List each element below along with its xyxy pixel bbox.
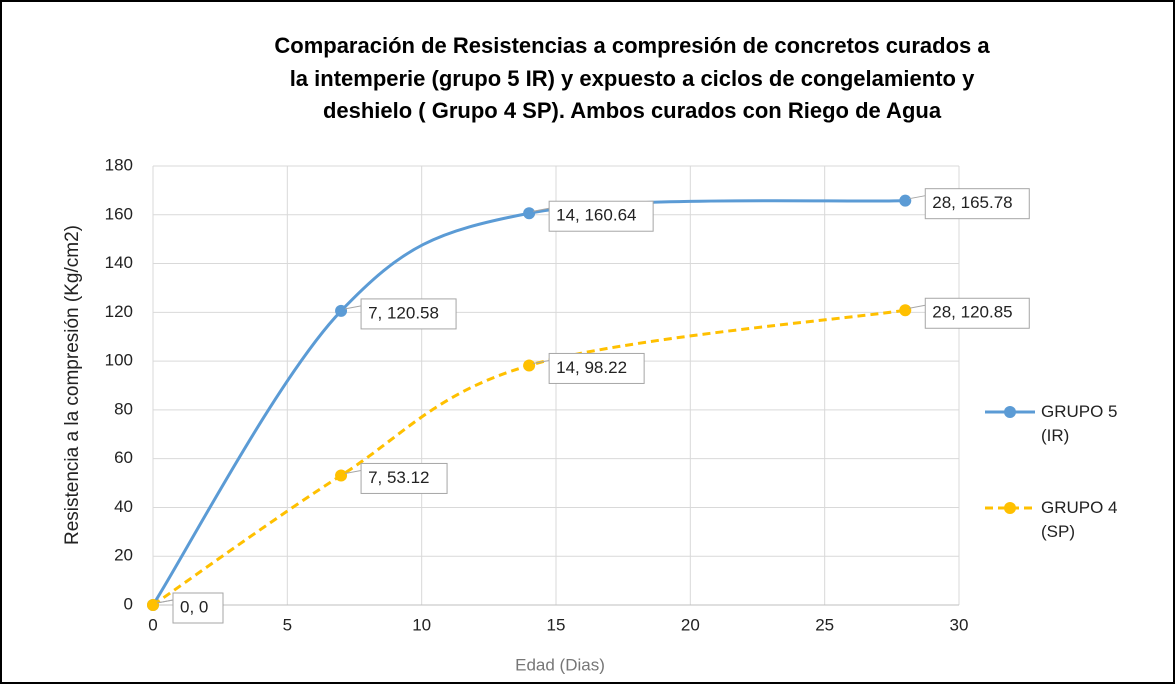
data-label-box [548, 352, 645, 384]
chart-title: la intemperie (grupo 5 IR) y expuesto a … [290, 66, 975, 91]
callout-line [344, 305, 362, 310]
callout-line [909, 195, 926, 200]
data-label: 28, 165.78 [932, 193, 1012, 212]
data-point [335, 304, 348, 317]
x-tick-label: 10 [412, 615, 431, 634]
x-tick-label: 0 [148, 615, 157, 634]
x-axis-title: Edad (Dias) [515, 655, 605, 674]
x-tick-label: 15 [547, 615, 566, 634]
data-point [523, 359, 536, 372]
chart-title: deshielo ( Grupo 4 SP). Ambos curados co… [323, 98, 942, 123]
data-label-box [360, 298, 457, 330]
legend-label: GRUPO 4 (SP) [1041, 498, 1118, 541]
x-tick-label: 20 [681, 615, 700, 634]
data-label-box [924, 297, 1030, 329]
legend-marker [1004, 406, 1016, 418]
y-tick-label: 100 [105, 351, 133, 370]
y-tick-label: 180 [105, 155, 133, 174]
x-tick-label: 5 [283, 615, 292, 634]
data-point [147, 599, 159, 611]
data-label-box [548, 200, 654, 232]
y-tick-label: 140 [105, 253, 133, 272]
y-tick-label: 160 [105, 204, 133, 223]
x-tick-label: 30 [950, 615, 969, 634]
data-label: 0, 0 [180, 597, 208, 616]
callout-line [344, 469, 362, 474]
data-point [899, 304, 912, 317]
callout-line [533, 359, 550, 364]
data-label-box [360, 462, 448, 494]
data-label: 14, 160.64 [556, 206, 636, 225]
data-label: 7, 120.58 [368, 303, 439, 322]
data-label: 7, 53.12 [368, 468, 429, 487]
data-point [523, 207, 536, 220]
callout-line [909, 304, 926, 309]
y-tick-label: 80 [114, 399, 133, 418]
callout-line [156, 599, 174, 604]
y-tick-label: 40 [114, 497, 133, 516]
y-tick-label: 120 [105, 302, 133, 321]
data-point [335, 469, 348, 482]
data-label: 28, 120.85 [932, 303, 1012, 322]
data-label-box [172, 592, 224, 624]
callout-line [533, 207, 550, 212]
y-tick-label: 0 [124, 594, 133, 613]
data-point [899, 194, 912, 207]
series-line [152, 308, 906, 607]
series-line [151, 199, 906, 606]
data-label: 14, 98.22 [556, 358, 627, 377]
legend-label: GRUPO 5 (IR) [1041, 402, 1118, 445]
y-tick-label: 60 [114, 448, 133, 467]
data-label-box [924, 188, 1030, 220]
chart-title: Comparación de Resistencias a compresión… [274, 33, 990, 58]
y-axis-title: Resistencia a la compresión (Kg/cm2) [62, 225, 83, 545]
y-tick-label: 20 [114, 546, 133, 565]
legend-marker [1004, 502, 1016, 514]
x-tick-label: 25 [815, 615, 834, 634]
